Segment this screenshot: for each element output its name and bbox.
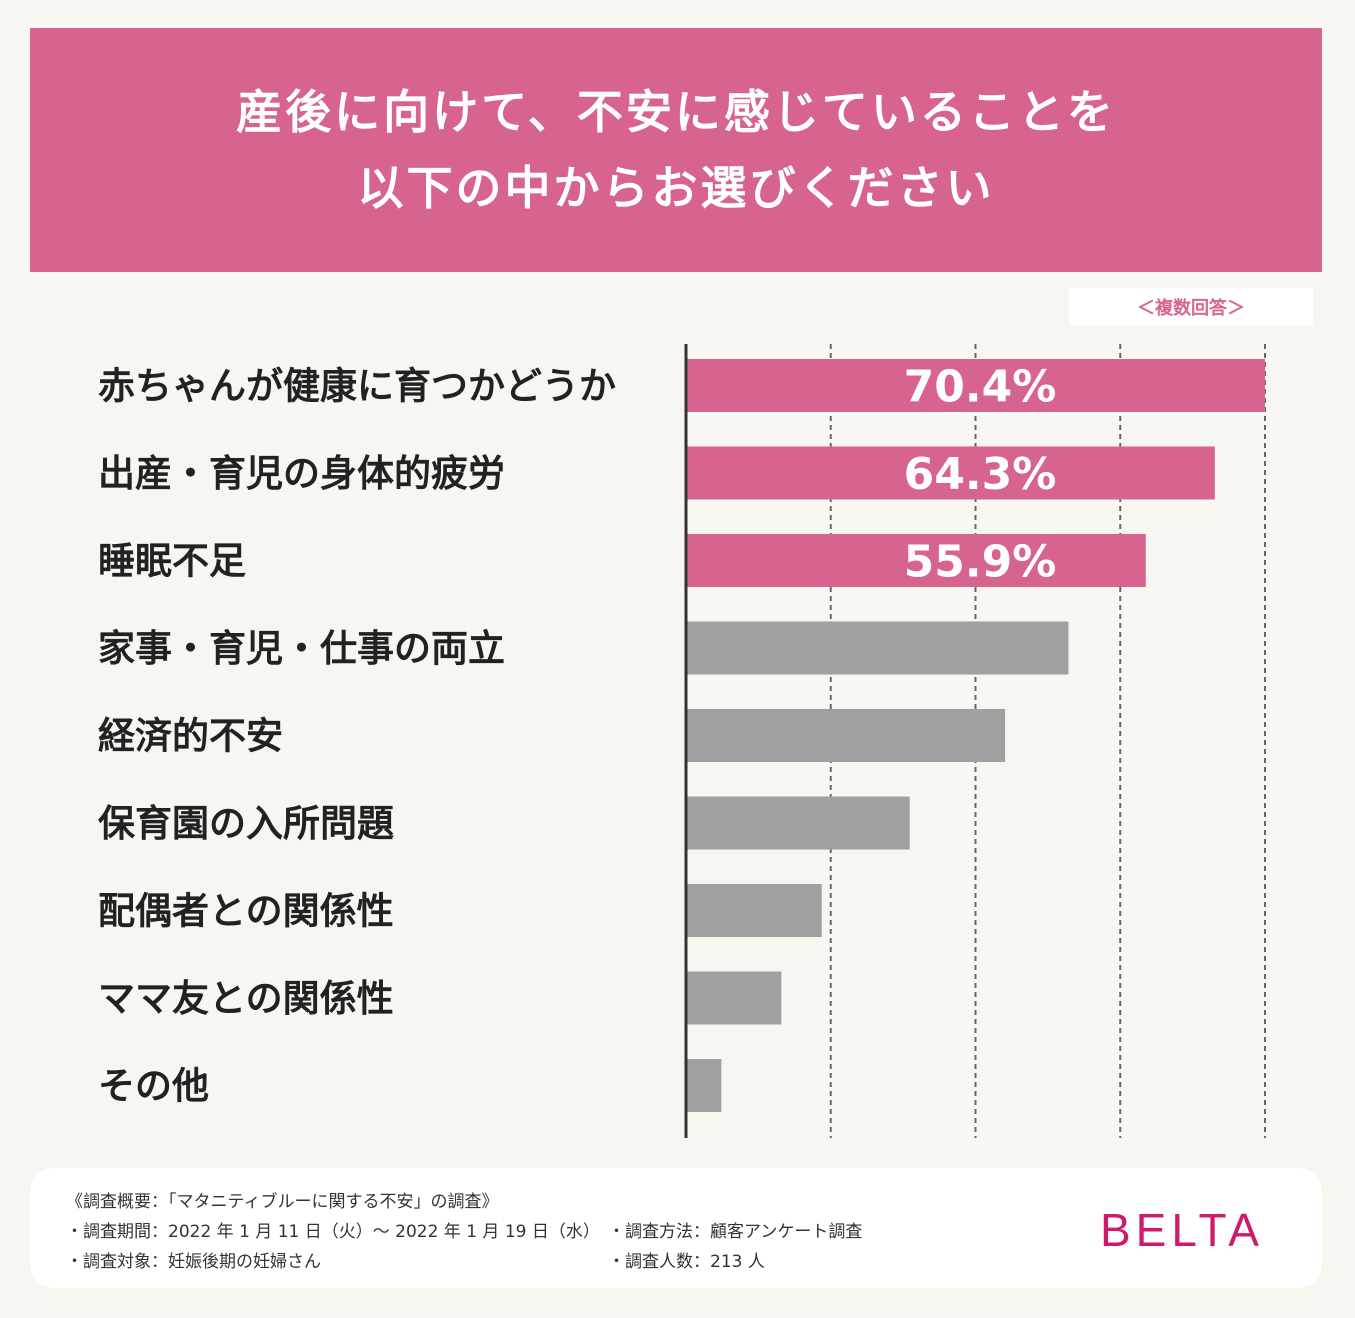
category-label: 睡眠不足 (98, 540, 246, 583)
survey-footer (30, 1168, 1322, 1288)
bar (686, 534, 1146, 587)
bar (686, 621, 1069, 675)
survey-summary: 《調査概要：「マタニティブルーに関する不安」の調査》 (66, 1192, 499, 1212)
survey-method: ・調査方法：顧客アンケート調査 (608, 1222, 863, 1242)
category-label: 配偶者との関係性 (98, 890, 394, 933)
bars (686, 359, 1265, 1112)
title-banner: 産後に向けて、不安に感じていることを 以下の中からお選びください (30, 28, 1322, 272)
survey-target: ・調査対象：妊娠後期の妊婦さん (66, 1252, 321, 1272)
bar (686, 709, 1006, 762)
category-labels: 赤ちゃんが健康に育つかどうか 70.4% 出産・育児の身体的疲労 64.3% 睡眠不足 5… (98, 362, 1056, 1108)
bar (686, 971, 782, 1025)
title-line-2: 以下の中からお選びください (357, 161, 995, 215)
value-label: 70.4% (904, 362, 1057, 413)
value-label: 64.3% (904, 449, 1057, 500)
bar (686, 796, 910, 850)
title-line-1: 産後に向けて、不安に感じていることを (236, 85, 1116, 139)
value-label: 55.9% (904, 537, 1057, 588)
bar (686, 446, 1215, 500)
belta-logo: BELTA (1100, 1204, 1264, 1256)
category-label: 赤ちゃんが健康に育つかどうか (98, 365, 616, 408)
category-label: 出産・育児の身体的疲労 (98, 452, 505, 495)
category-label: 家事・育児・仕事の両立 (98, 627, 505, 670)
bar (686, 1059, 722, 1112)
bar-chart: 赤ちゃんが健康に育つかどうか 70.4% 出産・育児の身体的疲労 64.3% 睡眠不足 5… (98, 344, 1266, 1138)
bar (686, 359, 1265, 412)
category-label: 経済的不安 (98, 715, 283, 758)
survey-period: ・調査期間：2022 年 1 月 11 日（火）〜 2022 年 1 月 19 … (66, 1222, 600, 1242)
category-label: その他 (98, 1065, 209, 1108)
category-label: ママ友との関係性 (98, 977, 394, 1020)
bar (686, 884, 822, 937)
survey-count: ・調査人数：213 人 (608, 1252, 765, 1272)
multiple-answer-note: ＜複数回答＞ (1069, 288, 1313, 325)
category-label: 保育園の入所問題 (98, 802, 394, 845)
